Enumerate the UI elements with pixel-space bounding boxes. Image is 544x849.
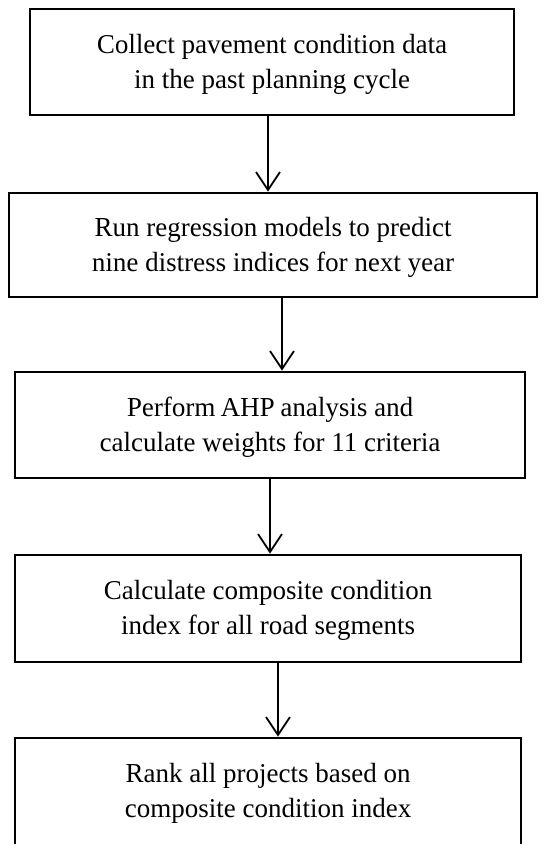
box-text: in the past planning cycle [134,64,410,94]
box-text: Calculate composite condition [104,575,433,605]
box-text: index for all road segments [121,610,415,640]
box [14,554,522,663]
arrows [255,115,295,737]
box-text: Collect pavement condition data [97,29,447,59]
box-text: composite condition index [125,793,412,823]
arrow [269,297,295,371]
box-text: Perform AHP analysis and [127,392,414,422]
box [8,192,538,298]
box [14,371,526,479]
arrow [257,478,283,554]
boxes [8,8,538,844]
arrow [255,115,281,192]
box [29,8,515,116]
arrow [265,662,291,737]
box-text: Run regression models to predict [95,212,452,242]
box-text: Rank all projects based on [126,758,411,788]
box-text: calculate weights for 11 criteria [100,427,441,457]
box-text: nine distress indices for next year [92,247,454,277]
box [14,737,522,844]
